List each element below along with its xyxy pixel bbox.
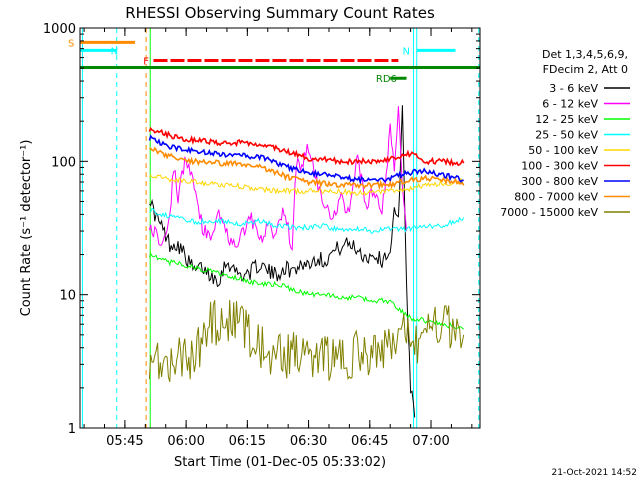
legend-label-12-25-kev: 12 - 25 keV xyxy=(535,113,598,126)
series-line-300-800-kev xyxy=(148,134,464,186)
flag-label-n-5: N xyxy=(402,46,409,57)
legend-label-7000-15000-kev: 7000 - 15000 keV xyxy=(500,206,598,219)
legend: Det 1,3,4,5,6,9, FDecim 2, Att 0 3 - 6 keV… xyxy=(500,48,630,219)
timestamp: 21-Oct-2021 14:52 xyxy=(552,468,637,478)
legend-label-25-50-kev: 25 - 50 keV xyxy=(535,129,598,142)
series-lines xyxy=(148,105,465,418)
legend-label-50-100-kev: 50 - 100 keV xyxy=(528,144,598,157)
legend-label-800-7000-kev: 800 - 7000 keV xyxy=(514,191,598,204)
series-line-25-50-kev xyxy=(149,207,465,234)
chart-title: RHESSI Observing Summary Count Rates xyxy=(125,4,435,22)
x-axis-label: Start Time (01-Dec-05 05:33:02) xyxy=(174,455,386,470)
plot-frame xyxy=(79,27,481,429)
flag-label-s-0: S xyxy=(68,38,74,49)
legend-label-3-6-kev: 3 - 6 keV xyxy=(549,82,598,95)
series-line-7000-15000-kev xyxy=(148,299,465,383)
series-line-50-100-kev xyxy=(149,174,464,196)
x-tick-label: 06:30 xyxy=(290,434,327,449)
x-tick-label: 07:00 xyxy=(412,434,449,449)
series-line-800-7000-kev xyxy=(149,146,465,191)
legend-label-300-800-kev: 300 - 800 keV xyxy=(521,175,598,188)
legend-header-line: FDecim 2, Att 0 xyxy=(543,63,628,76)
axes: 1 10 100 1000 05:45 06:00 06:15 06:30 06:45 07:00 xyxy=(43,22,480,449)
flag-label-rd6-4: RD6 xyxy=(376,74,397,85)
y-tick-label: 10 xyxy=(59,289,76,304)
flag-bars: S N F RD6 N xyxy=(68,38,480,85)
series-line-100-300-kev xyxy=(148,126,465,167)
y-axis-label: Count Rate (s⁻¹ detector⁻¹) xyxy=(19,140,34,317)
series-line-12-25-kev xyxy=(148,252,465,330)
legend-label-6-12-kev: 6 - 12 keV xyxy=(542,98,598,111)
legend-label-100-300-kev: 100 - 300 keV xyxy=(521,160,598,173)
y-tick-label: 100 xyxy=(51,155,76,170)
x-tick-label: 06:00 xyxy=(167,434,204,449)
x-tick-label: 05:45 xyxy=(106,434,143,449)
x-tick-label: 06:45 xyxy=(351,434,388,449)
y-tick-label: 1000 xyxy=(43,22,76,37)
flag-label-f-2: F xyxy=(143,57,149,68)
vertical-markers xyxy=(81,28,480,428)
legend-header-line: Det 1,3,4,5,6,9, xyxy=(542,48,628,61)
flag-label-n-1: N xyxy=(111,46,118,57)
y-tick-label: 1 xyxy=(68,422,76,437)
x-tick-label: 06:15 xyxy=(229,434,266,449)
